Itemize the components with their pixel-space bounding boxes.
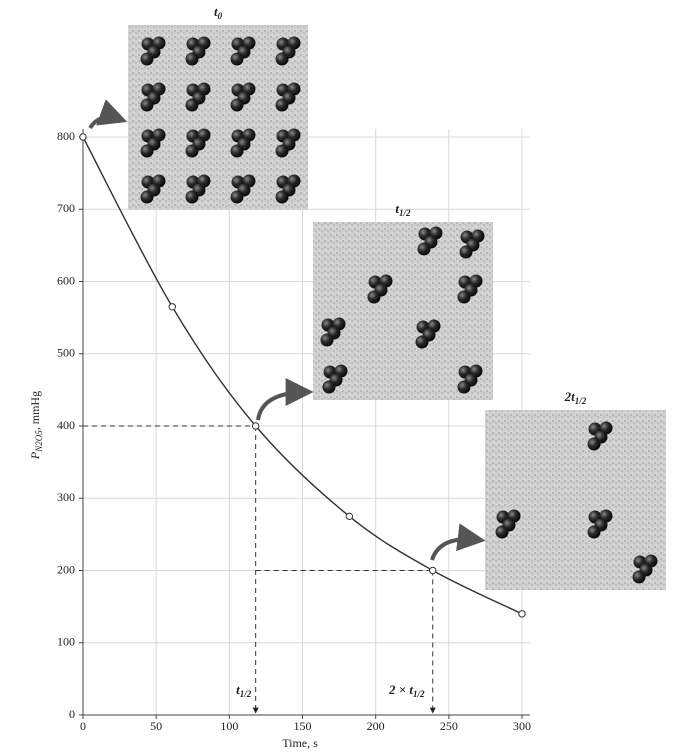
- annotation-sub: 1/2: [240, 689, 252, 699]
- y-tick-label: 100: [57, 635, 75, 649]
- atom: [321, 334, 334, 347]
- annotation: t1/2: [236, 682, 252, 699]
- x-tick-label: 0: [80, 719, 86, 733]
- annotation-sub: 1/2: [413, 689, 425, 699]
- atom: [141, 145, 154, 158]
- y-tick-label: 800: [57, 129, 75, 143]
- annotation: 2 × t1/2: [388, 682, 425, 699]
- pointer-arrow: [258, 392, 308, 420]
- y-label-subscript: N2O5: [34, 430, 44, 453]
- atom: [418, 243, 431, 256]
- atom: [276, 53, 289, 66]
- atom: [231, 99, 244, 112]
- panel-label-sub: 1/2: [575, 396, 587, 406]
- atom: [458, 291, 471, 304]
- atom: [276, 191, 289, 204]
- atom: [186, 53, 199, 66]
- y-tick-label: 700: [57, 201, 75, 215]
- y-label-unit: , mmHg: [28, 391, 42, 430]
- pointer-arrow: [432, 539, 480, 560]
- atom: [368, 291, 381, 304]
- x-tick-label: 250: [440, 719, 458, 733]
- atom: [141, 191, 154, 204]
- atom: [231, 191, 244, 204]
- x-tick-label: 200: [367, 719, 385, 733]
- atom: [186, 145, 199, 158]
- annotation-main: 2 × t: [388, 682, 413, 697]
- chart: Time, s PN2O5, mmHg 0 50 100 150 200 250 300 0 1…: [0, 0, 685, 752]
- y-axis-label: PN2O5, mmHg: [28, 391, 44, 460]
- panel-label-sub: 1/2: [399, 208, 411, 218]
- atom: [231, 145, 244, 158]
- panel-label: t0: [214, 4, 223, 21]
- data-point: [169, 304, 175, 310]
- atom: [460, 246, 473, 259]
- atom: [276, 99, 289, 112]
- panel-label-sub: 0: [218, 11, 223, 21]
- x-tick-label: 150: [294, 719, 312, 733]
- data-point: [430, 567, 436, 573]
- data-point: [346, 513, 352, 519]
- atom: [416, 336, 429, 349]
- y-tick-label: 300: [57, 490, 75, 504]
- panel-label: 2t1/2: [564, 389, 587, 406]
- atom: [276, 145, 289, 158]
- panel-label: t1/2: [395, 201, 411, 218]
- y-tick-label: 200: [57, 562, 75, 576]
- atom: [588, 526, 601, 539]
- x-axis-label: Time, s: [282, 736, 318, 750]
- y-tick-label: 600: [57, 273, 75, 287]
- atom: [141, 99, 154, 112]
- x-tick-label: 100: [220, 719, 238, 733]
- data-point: [80, 134, 86, 140]
- atom: [186, 191, 199, 204]
- data-point: [519, 611, 525, 617]
- atom: [633, 571, 646, 584]
- x-tick-label: 50: [150, 719, 162, 733]
- atom: [186, 99, 199, 112]
- atom: [141, 53, 154, 66]
- y-tick-label: 400: [57, 418, 75, 432]
- atom: [458, 381, 471, 394]
- y-tick-label: 500: [57, 346, 75, 360]
- panel-label-main: 2t: [564, 389, 576, 404]
- atom: [588, 438, 601, 451]
- x-tick-label: 300: [513, 719, 531, 733]
- data-point: [252, 423, 258, 429]
- atom: [231, 53, 244, 66]
- atom: [496, 526, 509, 539]
- atom: [323, 381, 336, 394]
- pointer-arrow: [90, 117, 122, 128]
- y-tick-label: 0: [69, 707, 75, 721]
